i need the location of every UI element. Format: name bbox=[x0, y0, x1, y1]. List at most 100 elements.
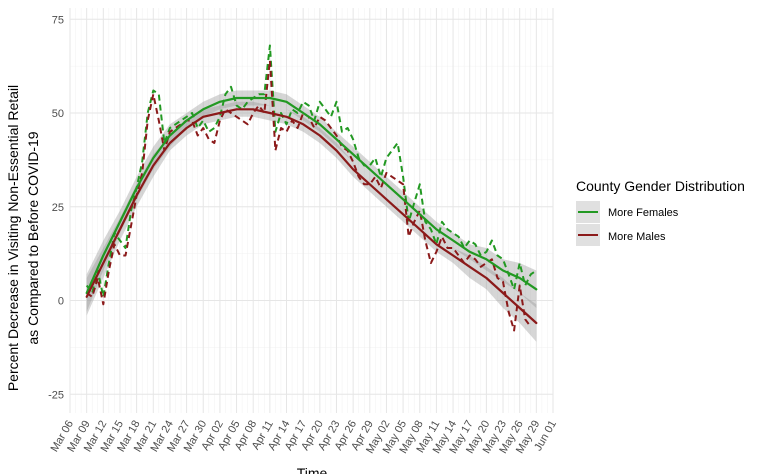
data-point bbox=[219, 120, 221, 122]
data-point bbox=[513, 330, 515, 332]
data-point bbox=[236, 116, 238, 118]
data-point bbox=[336, 135, 338, 137]
data-point bbox=[497, 277, 499, 279]
data-point bbox=[186, 116, 188, 118]
data-point bbox=[175, 124, 177, 126]
data-point bbox=[502, 259, 504, 261]
data-point bbox=[402, 176, 404, 178]
y-tick-label: 25 bbox=[52, 202, 64, 214]
data-point bbox=[247, 101, 249, 103]
data-point bbox=[141, 172, 143, 174]
data-point bbox=[308, 105, 310, 107]
data-point bbox=[197, 127, 199, 129]
data-point bbox=[352, 161, 354, 163]
data-point bbox=[130, 225, 132, 227]
data-point bbox=[280, 127, 282, 129]
data-point bbox=[225, 94, 227, 96]
y-tick-label: 75 bbox=[52, 14, 64, 26]
data-point bbox=[380, 187, 382, 189]
data-point bbox=[458, 255, 460, 257]
y-axis-title-line-2: as Compared to Before COVID-19 bbox=[25, 131, 41, 344]
data-point bbox=[397, 142, 399, 144]
data-point bbox=[386, 157, 388, 159]
data-point bbox=[402, 184, 404, 186]
data-point bbox=[180, 120, 182, 122]
data-point bbox=[325, 109, 327, 111]
data-point bbox=[153, 94, 155, 96]
data-point bbox=[419, 210, 421, 212]
data-point bbox=[286, 131, 288, 133]
data-point bbox=[452, 232, 454, 234]
data-point bbox=[508, 311, 510, 313]
data-point bbox=[475, 244, 477, 246]
data-point bbox=[153, 90, 155, 92]
data-point bbox=[264, 94, 266, 96]
data-point bbox=[86, 285, 88, 287]
data-point bbox=[425, 240, 427, 242]
data-point bbox=[441, 221, 443, 223]
series-line-0 bbox=[85, 44, 537, 298]
data-point bbox=[158, 120, 160, 122]
data-point bbox=[208, 131, 210, 133]
legend-title: County Gender Distribution bbox=[576, 178, 745, 194]
data-point bbox=[169, 127, 171, 129]
data-point bbox=[269, 60, 271, 62]
plot-panel bbox=[70, 8, 553, 413]
y-axis-title: Percent Decrease in Visiting Non-Essenti… bbox=[5, 85, 41, 391]
data-point bbox=[352, 139, 354, 141]
data-point bbox=[125, 255, 127, 257]
data-point bbox=[147, 120, 149, 122]
data-point bbox=[202, 127, 204, 129]
data-point bbox=[491, 259, 493, 261]
data-point bbox=[258, 105, 260, 107]
data-point bbox=[147, 112, 149, 114]
data-point bbox=[225, 109, 227, 111]
data-point bbox=[297, 127, 299, 129]
data-point bbox=[497, 255, 499, 257]
data-point bbox=[530, 274, 532, 276]
data-point bbox=[197, 135, 199, 137]
data-point bbox=[430, 262, 432, 264]
grid-layer bbox=[69, 8, 554, 413]
legend-label-more-females: More Females bbox=[608, 207, 679, 219]
data-point bbox=[202, 120, 204, 122]
data-point bbox=[214, 142, 216, 144]
data-point bbox=[319, 116, 321, 118]
data-point bbox=[191, 112, 193, 114]
data-point bbox=[491, 240, 493, 242]
data-point bbox=[386, 172, 388, 174]
data-point bbox=[391, 150, 393, 152]
data-point bbox=[169, 131, 171, 133]
data-point bbox=[280, 112, 282, 114]
data-point bbox=[158, 94, 160, 96]
data-point bbox=[297, 112, 299, 114]
data-point bbox=[363, 184, 365, 186]
data-point bbox=[252, 112, 254, 114]
data-point bbox=[447, 247, 449, 249]
data-point bbox=[236, 105, 238, 107]
legend: County Gender Distribution More Females … bbox=[576, 178, 745, 246]
data-point bbox=[103, 304, 105, 306]
legend-label-more-males: More Males bbox=[608, 231, 666, 243]
data-point bbox=[319, 101, 321, 103]
data-point bbox=[286, 124, 288, 126]
data-point bbox=[436, 251, 438, 253]
data-point bbox=[258, 94, 260, 96]
data-point bbox=[502, 281, 504, 283]
data-point bbox=[530, 326, 532, 328]
x-axis-title: Time bbox=[297, 465, 328, 474]
y-tick-label: -25 bbox=[48, 389, 64, 401]
data-point bbox=[269, 45, 271, 47]
data-point bbox=[325, 120, 327, 122]
data-point bbox=[230, 112, 232, 114]
data-point bbox=[524, 319, 526, 321]
data-point bbox=[141, 161, 143, 163]
data-point bbox=[275, 150, 277, 152]
data-point bbox=[441, 236, 443, 238]
data-point bbox=[397, 180, 399, 182]
data-point bbox=[447, 229, 449, 231]
data-point bbox=[375, 157, 377, 159]
data-point bbox=[524, 285, 526, 287]
